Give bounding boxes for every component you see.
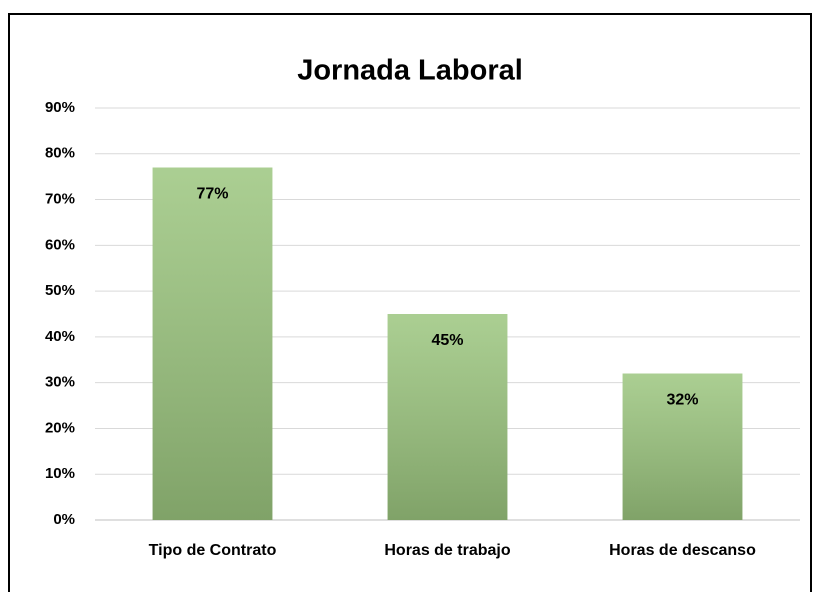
bar-shade	[387, 314, 508, 520]
y-tick-label: 80%	[45, 145, 75, 162]
x-tick-label: Horas de trabajo	[384, 542, 510, 559]
y-tick-label: 60%	[45, 236, 75, 253]
y-tick-label: 70%	[45, 191, 75, 208]
bar-shade	[152, 167, 273, 520]
y-tick-label: 40%	[45, 328, 75, 345]
y-tick-label: 10%	[45, 465, 75, 482]
y-tick-label: 0%	[53, 511, 75, 528]
y-tick-label: 90%	[45, 99, 75, 116]
x-tick-label: Horas de descanso	[609, 542, 756, 559]
chart-title: Jornada Laboral	[297, 55, 523, 87]
data-label: 77%	[196, 186, 228, 203]
data-label: 32%	[666, 392, 698, 409]
y-tick-label: 50%	[45, 282, 75, 299]
x-tick-label: Tipo de Contrato	[149, 542, 277, 559]
bar-shade	[622, 373, 743, 520]
data-label: 45%	[431, 332, 463, 349]
y-tick-label: 30%	[45, 374, 75, 391]
y-tick-label: 20%	[45, 419, 75, 436]
